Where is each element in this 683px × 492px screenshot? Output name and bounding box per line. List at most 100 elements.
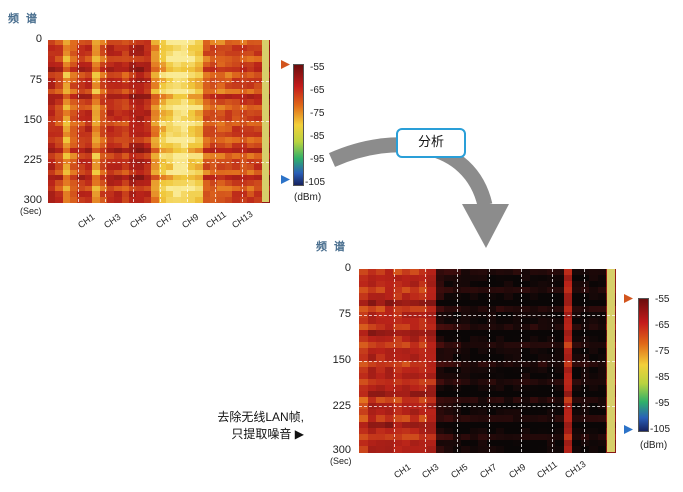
heatmap-cell [478,372,488,380]
heatmap-cell [393,427,403,435]
heatmap-cell [444,439,454,447]
heatmap-cell [84,110,93,117]
heatmap-cell [173,164,182,171]
heatmap-cell [217,142,226,149]
heatmap-cell [504,360,514,368]
heatmap-cell [254,196,263,203]
heatmap-cell [70,196,79,203]
heatmap-cell [461,415,471,423]
heatmap-cell [232,180,241,187]
heatmap-cell [529,421,539,429]
heatmap-cell [367,445,377,453]
heatmap-cell [84,67,93,73]
heatmap-cell [173,50,182,57]
chart1-cb-tick-95: -95 [310,154,325,165]
heatmap-cell [546,415,556,423]
heatmap-cell [84,115,93,122]
heatmap-cell [546,293,556,301]
heatmap-cell [589,354,599,362]
heatmap-cell [195,104,204,111]
heatmap-cell [589,348,599,355]
heatmap-cell [444,427,454,435]
heatmap-cell [444,287,454,294]
heatmap-cell [165,180,174,187]
heatmap-cell [114,142,123,149]
heatmap-cell [92,83,101,90]
heatmap-cell [469,342,480,349]
heatmap-cell [224,126,233,133]
heatmap-cell [597,299,608,307]
heatmap-cell [62,169,71,176]
heatmap-cell [393,348,403,355]
heatmap-cell [254,131,263,138]
heatmap-cell [151,115,160,122]
heatmap-cell [367,372,377,380]
heatmap-cell [62,191,71,198]
heatmap-cell [136,50,145,57]
heatmap-cell [563,397,573,404]
heatmap-cell [469,372,480,380]
heatmap-cell [121,164,130,171]
heatmap-cell [410,360,420,368]
heatmap-cell [495,317,505,325]
heatmap-cell [48,83,56,90]
heatmap-cell [217,137,226,144]
chart2-cb-tick-105: -105 [650,424,671,435]
heatmap-cell [84,185,93,192]
heatmap-cell [555,330,565,337]
heatmap-cell [359,433,369,441]
heatmap-cell [106,153,115,160]
heatmap-cell [512,323,522,331]
heatmap-cell [151,56,160,63]
heatmap-cell [546,445,556,453]
heatmap-cell [151,126,160,133]
heatmap-cell [521,384,531,392]
heatmap-cell [114,185,123,192]
heatmap-cell [359,330,369,337]
heatmap-cell [224,115,233,122]
heatmap-cell [239,115,248,122]
heatmap-cell [521,360,531,368]
heatmap-cell [180,164,189,171]
analyze-button[interactable]: 分析 [396,128,466,158]
heatmap-cell [572,445,582,453]
heatmap-cell [62,196,71,203]
heatmap-cell [187,175,196,181]
heatmap-cell [478,305,488,313]
heatmap-cell [158,83,167,90]
heatmap-cell [393,281,403,288]
heatmap-cell [106,164,115,171]
heatmap-cell [217,169,226,176]
heatmap-cell [246,40,255,46]
heatmap-cell [572,330,582,337]
heatmap-cell [224,164,233,171]
annotation-line2: 只提取噪音 ▶ [231,427,304,441]
heatmap-cell [435,360,445,368]
heatmap-cell [158,67,167,73]
heatmap-cell [246,99,255,106]
heatmap-cell [367,378,377,386]
heatmap-cell [180,50,189,57]
heatmap-cell [401,281,411,288]
heatmap-cell [435,317,445,325]
heatmap-cell [106,175,115,181]
heatmap-cell [393,378,403,386]
heatmap-cell [202,67,211,73]
chart2-colorbar [638,298,649,432]
heatmap-cell [180,104,189,111]
heatmap-cell [504,299,514,307]
heatmap-cell [563,323,573,331]
heatmap-cell [180,94,189,100]
chart2-cb-tick-95: -95 [655,398,670,409]
heatmap-cell [435,421,445,429]
heatmap-cell [136,164,145,171]
heatmap-cell [495,421,505,429]
heatmap-cell [232,67,241,73]
heatmap-cell [495,433,505,441]
heatmap-cell [92,185,101,192]
heatmap-cell [224,61,233,68]
heatmap-cell [504,317,514,325]
heatmap-cell [367,391,377,398]
heatmap-cell [401,409,411,416]
heatmap-cell [62,94,71,100]
